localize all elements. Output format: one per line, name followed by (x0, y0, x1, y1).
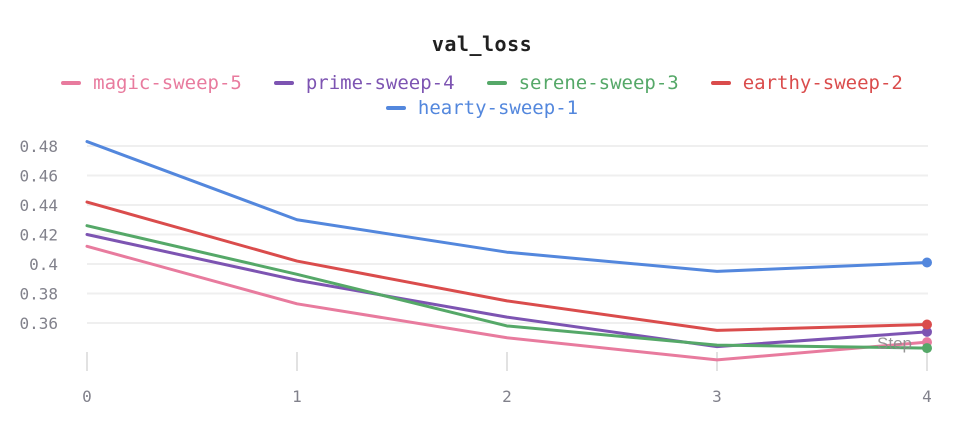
legend-row: hearty-sweep-1 (385, 97, 579, 119)
x-tick-label: 4 (922, 387, 932, 406)
y-tick-label: 0.38 (19, 285, 58, 304)
y-tick-label: 0.42 (19, 226, 58, 245)
x-tick-label: 2 (502, 387, 512, 406)
y-tick-label: 0.44 (19, 196, 58, 215)
legend-line-swatch (385, 106, 406, 110)
y-tick-label: 0.48 (19, 137, 58, 156)
legend-label: magic-sweep-5 (93, 72, 242, 94)
y-tick-label: 0.36 (19, 314, 58, 333)
legend-line-swatch (710, 81, 731, 85)
y-tick-label: 0.46 (19, 167, 58, 186)
endpoint-dot-earthy-sweep-2[interactable] (922, 319, 932, 330)
legend-item-hearty-sweep-1[interactable]: hearty-sweep-1 (385, 97, 579, 119)
legend-row: magic-sweep-5 prime-sweep-4 serene-sweep-3… (61, 72, 903, 94)
legend-line-swatch (486, 81, 507, 85)
series-line-earthy-sweep-2[interactable] (85, 200, 929, 332)
series-line-serene-sweep-3[interactable] (85, 224, 929, 350)
series-line-prime-sweep-4[interactable] (85, 233, 929, 349)
legend-label: hearty-sweep-1 (417, 97, 579, 119)
series-line-magic-sweep-5[interactable] (85, 244, 929, 362)
x-axis-label: Step (877, 334, 912, 353)
legend-item-magic-sweep-5[interactable]: magic-sweep-5 (61, 72, 242, 94)
x-tick-label: 3 (712, 387, 722, 406)
legend-label: prime-sweep-4 (305, 72, 455, 94)
x-tick-label: 0 (82, 387, 92, 406)
x-tick-label: 1 (292, 387, 302, 406)
endpoint-dot-prime-sweep-4[interactable] (922, 326, 932, 337)
series-line-hearty-sweep-1[interactable] (85, 140, 929, 273)
endpoint-dot-serene-sweep-3[interactable] (922, 343, 932, 354)
endpoint-dot-hearty-sweep-1[interactable] (922, 257, 932, 268)
legend-line-swatch (273, 81, 294, 85)
legend-label: serene-sweep-3 (518, 72, 679, 94)
chart-legend: magic-sweep-5 prime-sweep-4 serene-sweep-3… (0, 72, 964, 119)
legend-label: earthy-sweep-2 (742, 72, 903, 94)
legend-item-prime-sweep-4[interactable]: prime-sweep-4 (273, 72, 455, 94)
legend-item-earthy-sweep-2[interactable]: earthy-sweep-2 (710, 72, 903, 94)
legend-line-swatch (61, 81, 82, 85)
legend-item-serene-sweep-3[interactable]: serene-sweep-3 (486, 72, 679, 94)
y-tick-label: 0.4 (29, 255, 58, 274)
chart-title: val_loss (431, 32, 533, 56)
